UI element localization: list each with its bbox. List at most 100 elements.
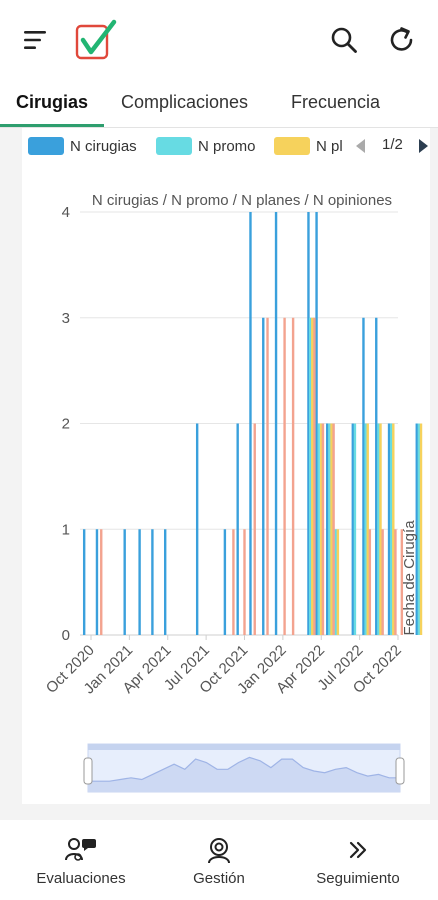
bar-n-pl[interactable] <box>330 423 333 636</box>
bar-n-opiniones[interactable] <box>243 529 246 635</box>
chart-right-edge <box>430 128 438 804</box>
legend-swatch <box>156 137 192 155</box>
bar-n-pl[interactable] <box>379 423 382 636</box>
bar-n-cirugias[interactable] <box>362 317 365 635</box>
bar-n-opiniones[interactable] <box>291 317 295 635</box>
legend-item-n-planes[interactable]: N pl <box>274 136 343 156</box>
x-axis-title: Fecha de Cirugía <box>401 520 418 636</box>
bar-n-promo[interactable] <box>353 423 357 636</box>
bar-n-opiniones[interactable] <box>394 529 397 635</box>
bar-n-opiniones[interactable] <box>253 423 256 636</box>
tab-frecuencia[interactable]: Frecuencia <box>291 92 381 112</box>
legend-label: N pl <box>316 137 343 155</box>
bar-n-opiniones[interactable] <box>368 529 372 635</box>
nav-seguimiento-label: Seguimiento <box>316 870 400 887</box>
bar-n-promo[interactable] <box>334 529 337 635</box>
bar-n-cirugias[interactable] <box>351 423 355 636</box>
users-chat-icon <box>16 836 146 864</box>
bar-n-opiniones[interactable] <box>381 529 384 635</box>
navigator-left-handle[interactable] <box>83 757 93 785</box>
active-tab-indicator <box>0 124 104 127</box>
nav-gestion-label: Gestión <box>193 870 245 887</box>
bar-n-opiniones[interactable] <box>283 317 286 635</box>
tab-complicaciones[interactable]: Complicaciones <box>121 92 249 112</box>
y-tick-label: 0 <box>62 627 70 644</box>
legend-label: N cirugias <box>70 137 137 155</box>
range-navigator[interactable] <box>83 743 405 793</box>
nav-seguimiento[interactable]: Seguimiento <box>293 836 423 887</box>
legend-next-icon[interactable] <box>416 136 432 156</box>
bar-n-cirugias[interactable] <box>387 423 391 636</box>
bar-n-pl[interactable] <box>392 423 395 636</box>
bar-n-cirugias[interactable] <box>262 317 265 635</box>
bar-n-opiniones[interactable] <box>313 317 316 635</box>
bar-n-opiniones[interactable] <box>321 423 325 636</box>
bar-n-cirugias[interactable] <box>415 423 418 636</box>
bar-n-pl[interactable] <box>320 423 323 636</box>
bar-n-pl[interactable] <box>336 529 340 635</box>
chart-left-edge <box>0 128 22 804</box>
legend-label: N promo <box>198 137 256 155</box>
bar-n-promo[interactable] <box>377 423 380 636</box>
settings-user-icon <box>154 836 284 864</box>
legend-page-indicator: 1/2 <box>382 136 403 153</box>
y-tick-label: 1 <box>62 521 70 538</box>
navigator-top-bar[interactable] <box>88 744 400 750</box>
bar-n-cirugias[interactable] <box>95 529 99 635</box>
bar-n-opiniones[interactable] <box>100 529 103 635</box>
top-bar <box>0 0 438 80</box>
nav-evaluaciones[interactable]: Evaluaciones <box>16 836 146 887</box>
legend-swatch <box>28 137 64 155</box>
navigator-area <box>88 757 400 792</box>
bar-n-promo[interactable] <box>364 423 367 636</box>
bar-n-cirugias[interactable] <box>223 529 227 635</box>
search-icon[interactable] <box>326 22 362 58</box>
y-tick-label: 2 <box>62 416 70 433</box>
chart-title: N cirugias / N promo / N planes / N opin… <box>92 192 392 209</box>
bar-n-promo[interactable] <box>389 423 393 636</box>
bar-n-cirugias[interactable] <box>151 529 154 635</box>
bar-n-cirugias[interactable] <box>249 212 252 635</box>
refresh-icon[interactable] <box>384 22 420 58</box>
menu-icon[interactable] <box>20 24 52 56</box>
bar-n-cirugias[interactable] <box>274 212 278 635</box>
navigator-right-handle[interactable] <box>395 757 405 785</box>
bar-n-cirugias[interactable] <box>163 529 167 635</box>
bar-n-opiniones[interactable] <box>232 529 235 635</box>
legend-prev-icon[interactable] <box>352 136 368 156</box>
bar-n-opiniones[interactable] <box>332 423 335 636</box>
bar-n-cirugias[interactable] <box>315 212 318 635</box>
double-chevron-right-icon <box>293 836 423 864</box>
bar-n-cirugias[interactable] <box>138 529 141 635</box>
bar-n-cirugias[interactable] <box>236 423 239 636</box>
bar-n-cirugias[interactable] <box>307 212 310 635</box>
bar-n-cirugias[interactable] <box>82 529 86 635</box>
tab-cirugias[interactable]: Cirugias <box>16 92 89 112</box>
bar-n-promo[interactable] <box>317 423 320 636</box>
nav-gestion[interactable]: Gestión <box>154 836 284 887</box>
bottom-divider <box>0 804 438 820</box>
bar-n-opiniones[interactable] <box>266 317 269 635</box>
bar-chart: N cirugias / N promo / N planes / N opin… <box>43 192 423 793</box>
bar-n-pl[interactable] <box>419 423 423 636</box>
legend-item-n-cirugias[interactable]: N cirugias <box>28 136 137 156</box>
legend-item-n-promo[interactable]: N promo <box>156 136 256 156</box>
nav-evaluaciones-label: Evaluaciones <box>36 870 126 887</box>
legend-swatch <box>274 137 310 155</box>
bar-n-pl[interactable] <box>366 423 369 636</box>
bar-n-promo[interactable] <box>417 423 421 636</box>
bottom-navigation: Evaluaciones Gestión Seguimiento <box>0 820 438 900</box>
app-logo <box>72 16 120 64</box>
bar-n-promo[interactable] <box>308 317 312 635</box>
navigator-line <box>88 756 400 782</box>
bar-n-pl[interactable] <box>311 317 314 635</box>
y-tick-label: 4 <box>62 204 70 221</box>
bar-n-opiniones[interactable] <box>400 529 404 635</box>
bar-n-cirugias[interactable] <box>326 423 329 636</box>
bar-n-promo[interactable] <box>328 423 331 636</box>
tab-bar: Cirugias Complicaciones Frecuencia <box>0 80 438 128</box>
bar-n-cirugias[interactable] <box>375 317 378 635</box>
bar-n-cirugias[interactable] <box>195 423 199 636</box>
y-tick-label: 3 <box>62 310 70 327</box>
bar-n-cirugias[interactable] <box>123 529 126 635</box>
